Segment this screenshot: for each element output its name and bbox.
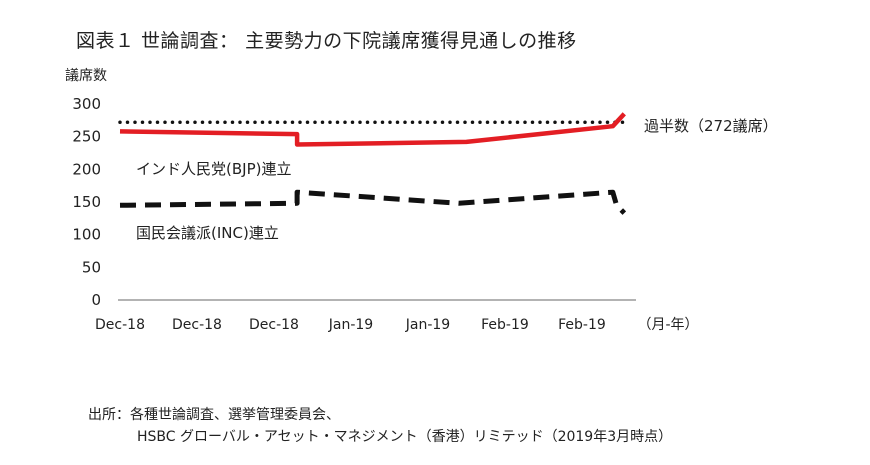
y-tick-label: 250 xyxy=(72,128,101,146)
y-tick-label: 100 xyxy=(72,226,101,244)
y-tick-label: 50 xyxy=(82,258,101,276)
source-note-line-2: HSBC グローバル・アセット・マネジメント（香港）リミテッド（2019年3月時… xyxy=(137,429,673,445)
chart-title: 図表１ 世論調査： 主要勢力の下院議席獲得見通しの推移 xyxy=(76,30,577,52)
y-tick-label: 300 xyxy=(72,95,101,113)
x-tick-label: Feb-19 xyxy=(481,317,529,333)
series-label-inc: 国民会議派(INC)連立 xyxy=(136,224,279,242)
x-tick-label: Jan-19 xyxy=(328,317,373,333)
series-line-bjp xyxy=(119,112,626,147)
x-tick-label: Jan-19 xyxy=(405,317,450,333)
series-line-inc xyxy=(119,189,627,215)
x-tick-label: Dec-18 xyxy=(95,317,145,333)
x-tick-label: Dec-18 xyxy=(249,317,299,333)
x-tick-labels: Dec-18 Dec-18 Dec-18 Jan-19 Jan-19 Feb-19 Feb-… xyxy=(95,317,606,333)
y-tick-labels: 0 50 100 150 200 250 300 xyxy=(72,95,101,309)
y-axis-label: 議席数 xyxy=(65,67,107,84)
series-lines xyxy=(119,112,627,215)
series-labels: インド人民党(BJP)連立 国民会議派(INC)連立 xyxy=(136,160,291,242)
axes: 議席数 （月-年） xyxy=(65,67,699,333)
source-note-line-1: 出所：各種世論調査、選挙管理委員会、 xyxy=(88,407,340,423)
x-tick-label: Feb-19 xyxy=(558,317,606,333)
x-axis-label: （月-年） xyxy=(637,317,698,333)
y-tick-label: 0 xyxy=(91,291,101,309)
y-tick-label: 200 xyxy=(72,160,101,178)
reference-line-group: 過半数（272議席） xyxy=(118,117,778,135)
y-tick-label: 150 xyxy=(72,193,101,211)
majority-line-label: 過半数（272議席） xyxy=(644,117,778,135)
x-tick-label: Dec-18 xyxy=(172,317,222,333)
series-label-bjp: インド人民党(BJP)連立 xyxy=(136,160,291,178)
